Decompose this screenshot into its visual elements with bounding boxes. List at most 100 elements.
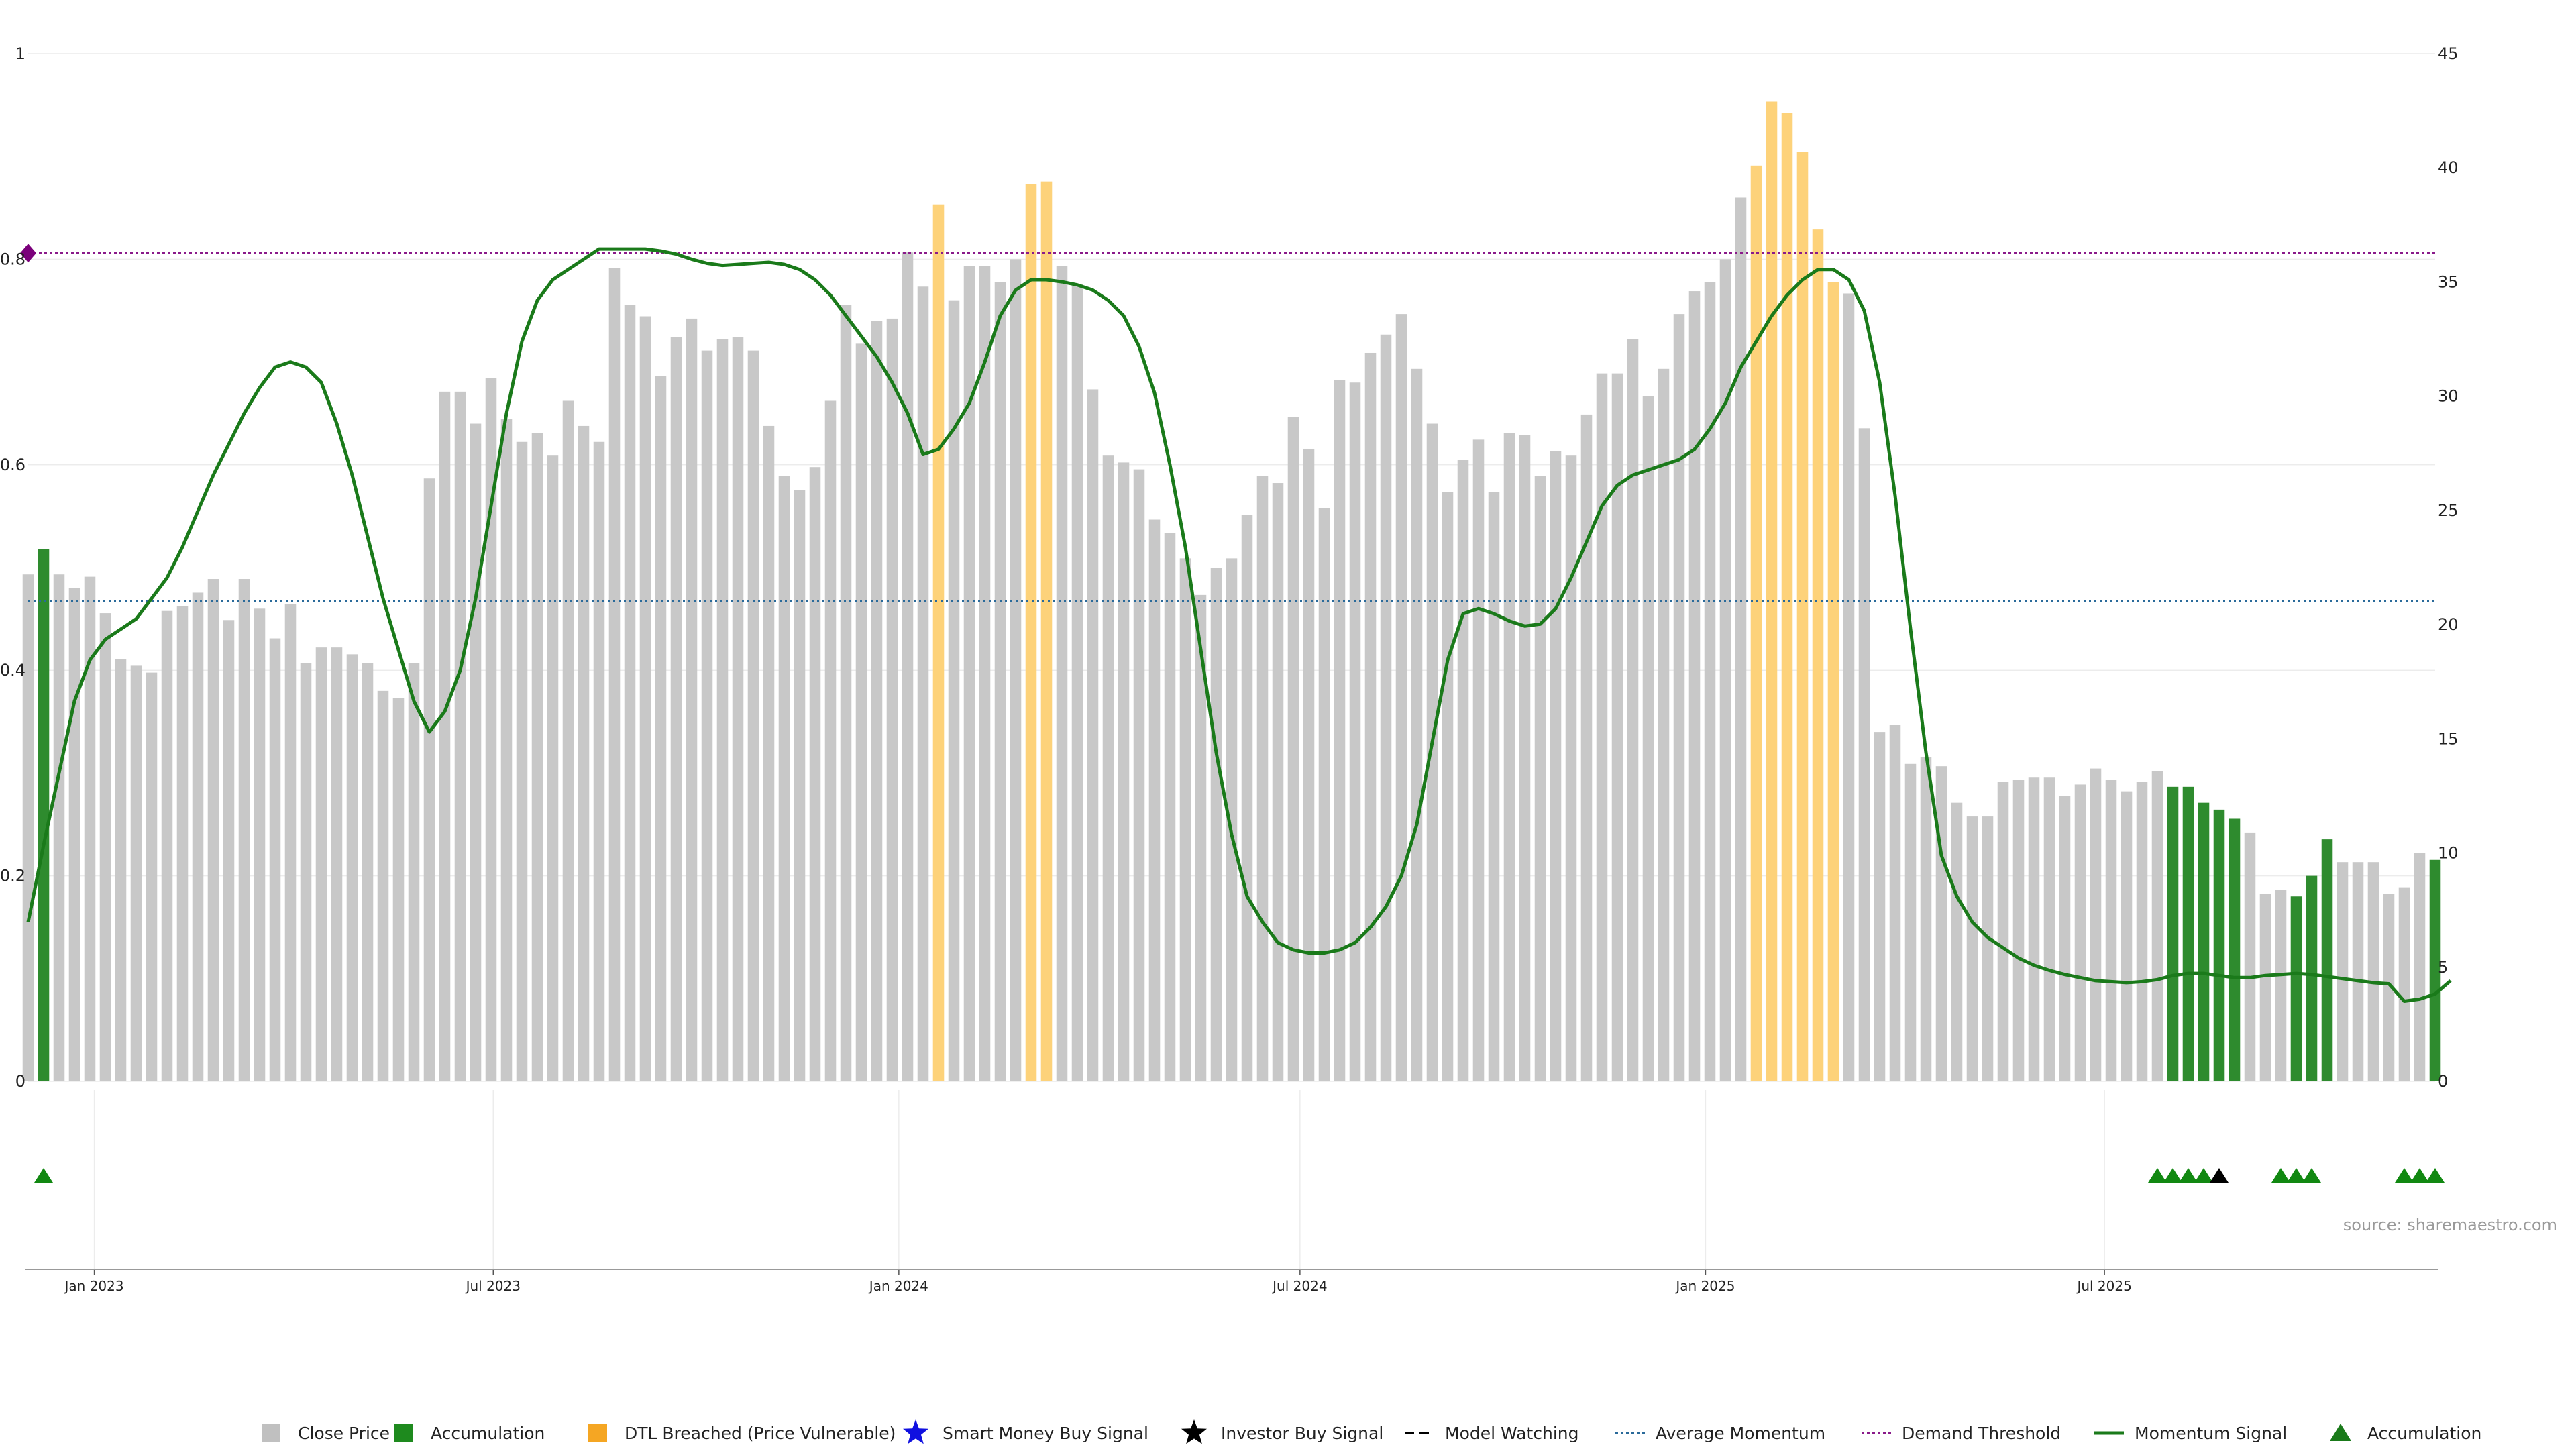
price-bar — [1565, 455, 1577, 1081]
price-bar — [855, 343, 867, 1081]
x-tick-label: Jul 2023 — [465, 1278, 521, 1294]
x-tick-label: Jan 2024 — [868, 1278, 928, 1294]
price-bar — [2244, 832, 2256, 1081]
price-bar — [377, 690, 389, 1081]
price-bar — [1874, 732, 1886, 1081]
price-bar — [1580, 414, 1593, 1081]
price-bar — [1982, 816, 1994, 1081]
price-bar — [1642, 396, 1654, 1081]
price-bar — [2074, 784, 2086, 1081]
price-bar — [1611, 373, 1623, 1081]
y-tick-left: 1 — [15, 44, 25, 63]
y-tick-left: 0.8 — [0, 250, 25, 268]
accumulation-marker — [34, 1168, 53, 1183]
price-bar — [192, 592, 204, 1081]
price-bar — [794, 490, 806, 1081]
price-bar — [223, 620, 235, 1081]
price-bar — [1087, 389, 1099, 1081]
price-bar — [1287, 417, 1299, 1081]
price-bar — [1534, 476, 1546, 1081]
y-tick-right: 0 — [2438, 1072, 2448, 1091]
price-bar — [2043, 777, 2055, 1081]
price-bar — [300, 663, 312, 1081]
y-tick-right: 15 — [2438, 729, 2459, 748]
price-bar — [655, 376, 667, 1082]
price-bar — [1148, 519, 1161, 1081]
price-bar — [315, 647, 327, 1081]
price-bar — [1935, 766, 1947, 1081]
price-bar — [1118, 462, 1130, 1081]
y-tick-right: 10 — [2438, 844, 2459, 863]
x-tick-label: Jan 2023 — [64, 1278, 124, 1294]
green-triangle-icon — [2330, 1424, 2351, 1441]
price-bar — [716, 339, 729, 1081]
price-bar — [516, 441, 528, 1081]
price-bar — [840, 305, 852, 1081]
accumulation-marker — [2395, 1168, 2414, 1183]
price-bar — [1627, 339, 1639, 1081]
black-star-icon — [1181, 1419, 1207, 1444]
price-bar — [1241, 515, 1253, 1081]
price-bar — [2259, 894, 2271, 1081]
price-bar — [2213, 809, 2225, 1081]
price-bar — [763, 425, 775, 1081]
legend: Close Price Accumulation DTL Breached (Pri… — [262, 1419, 2481, 1444]
price-bar — [84, 576, 96, 1081]
price-bar — [2275, 890, 2287, 1081]
price-bar — [1256, 476, 1269, 1081]
price-bar — [2198, 802, 2210, 1081]
price-bar — [902, 252, 914, 1082]
price-bar — [1997, 782, 2009, 1081]
price-bar — [1102, 455, 1114, 1081]
price-bar — [1519, 435, 1531, 1081]
y-tick-right: 40 — [2438, 158, 2459, 177]
price-bar — [2337, 862, 2349, 1081]
price-bar — [1226, 558, 1238, 1081]
y-tick-left: 0.2 — [0, 867, 25, 885]
x-tick-label: Jul 2024 — [1271, 1278, 1327, 1294]
price-bar — [1719, 259, 1731, 1081]
price-bar — [531, 433, 543, 1081]
accumulation-marker — [2302, 1168, 2321, 1183]
price-bar — [593, 441, 605, 1081]
price-bar — [2367, 862, 2379, 1081]
price-bar — [254, 608, 266, 1081]
price-bar — [392, 698, 405, 1081]
price-bar — [1056, 266, 1068, 1082]
price-bar — [1025, 184, 1037, 1081]
price-bar — [1904, 763, 1917, 1081]
price-bar — [1164, 533, 1176, 1081]
y-tick-right: 20 — [2438, 615, 2459, 634]
y-tick-right: 25 — [2438, 501, 2459, 520]
price-bar — [1796, 152, 1809, 1081]
accumulation-marker — [2271, 1168, 2290, 1183]
price-bar — [1488, 492, 1500, 1081]
demand-threshold-marker — [20, 244, 36, 263]
price-bar — [1395, 314, 1407, 1081]
legend-label: DTL Breached (Price Vulnerable) — [625, 1424, 896, 1443]
price-bar — [1364, 352, 1377, 1082]
price-bar — [917, 286, 929, 1082]
price-bar — [115, 659, 127, 1081]
price-bar — [161, 610, 173, 1081]
price-bar — [1303, 448, 1315, 1081]
price-bar — [809, 467, 821, 1081]
accumulation-marker — [2410, 1168, 2429, 1183]
price-bar — [1658, 368, 1670, 1081]
price-bar — [578, 425, 590, 1081]
price-bar — [547, 455, 559, 1081]
price-bar — [1318, 508, 1330, 1081]
accumulation-marker — [2194, 1168, 2213, 1183]
price-bar — [38, 549, 50, 1081]
signal-lines — [20, 244, 2452, 1003]
price-bar — [1827, 282, 1839, 1081]
price-bar — [1472, 439, 1485, 1081]
price-bar — [439, 391, 451, 1081]
price-bar — [331, 647, 343, 1081]
price-bar — [238, 579, 250, 1081]
accumulation-marker — [2179, 1168, 2198, 1183]
price-bar — [1889, 724, 1901, 1081]
price-bar — [1750, 165, 1762, 1082]
price-bar — [269, 638, 281, 1081]
y-tick-right: 35 — [2438, 272, 2459, 291]
